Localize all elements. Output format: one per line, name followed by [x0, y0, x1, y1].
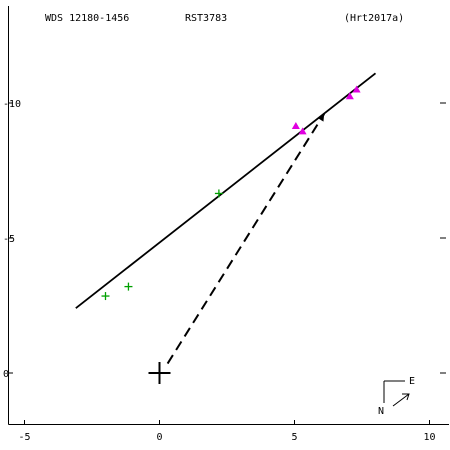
plot-frame — [8, 6, 449, 425]
separation-vector-arrowhead — [317, 113, 325, 122]
x-tick-label: 5 — [291, 432, 297, 443]
measurement-triangle — [291, 121, 300, 129]
measurement-triangle — [298, 127, 307, 135]
data-layer — [75, 72, 377, 384]
compass-east-label: E — [409, 376, 415, 387]
y-tick-label: -10 — [3, 99, 21, 110]
header-center-label: RST3783 — [185, 13, 227, 24]
y-tick-label: 0 — [3, 369, 9, 380]
measurement-triangle — [352, 85, 361, 93]
orbit-line — [75, 72, 377, 309]
x-tick-label: -5 — [18, 432, 30, 443]
x-tick-label: 0 — [156, 432, 162, 443]
compass-motion-arrow — [392, 393, 410, 407]
axis-ticks: -5 0 5 10 0 -5 -10 — [3, 99, 446, 443]
compass: E N — [378, 376, 415, 417]
header-right-label: (Hrt2017a) — [344, 13, 404, 24]
compass-arrow-head — [402, 393, 410, 401]
header-left-label: WDS 12180-1456 — [45, 13, 129, 24]
y-tick-label: -5 — [3, 234, 15, 245]
x-tick-label: 10 — [423, 432, 435, 443]
measurement-triangle — [345, 92, 354, 100]
compass-north-label: N — [378, 406, 384, 417]
separation-vector — [166, 113, 326, 365]
